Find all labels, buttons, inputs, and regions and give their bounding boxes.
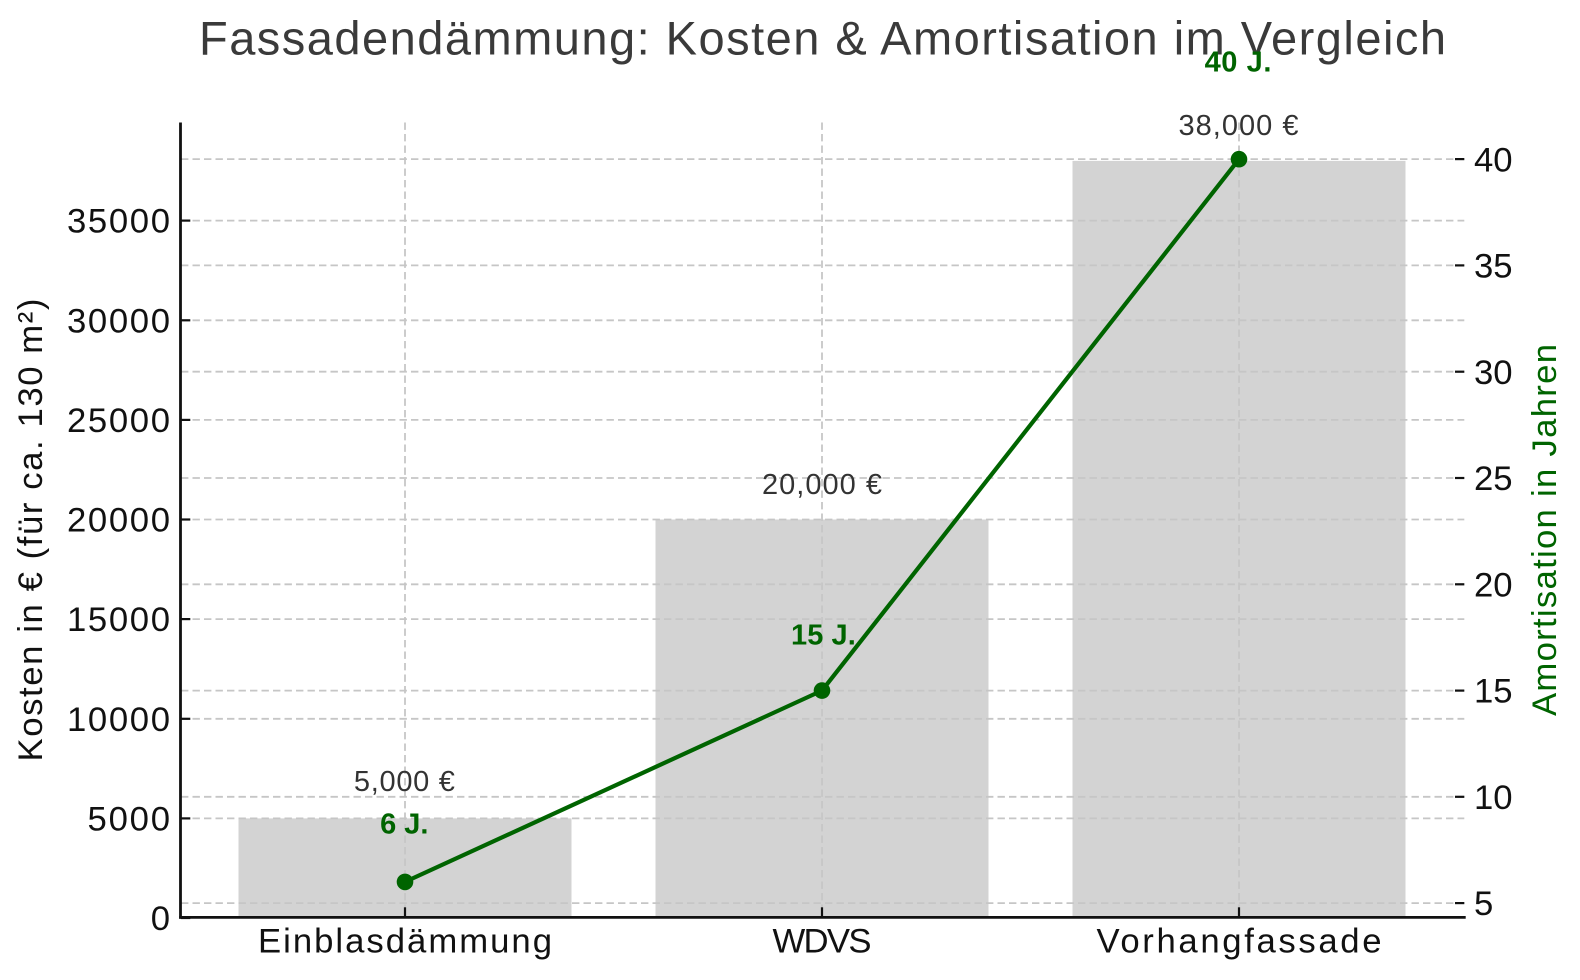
svg-text:15 J.: 15 J. bbox=[791, 619, 856, 651]
svg-text:Kosten in € (für ca. 130 m²): Kosten in € (für ca. 130 m²) bbox=[12, 299, 50, 762]
svg-text:20: 20 bbox=[1474, 566, 1513, 604]
svg-text:0: 0 bbox=[151, 900, 170, 938]
svg-text:38,000 €: 38,000 € bbox=[1179, 110, 1299, 142]
svg-text:35000: 35000 bbox=[67, 203, 170, 241]
svg-text:25000: 25000 bbox=[67, 402, 170, 440]
svg-text:20000: 20000 bbox=[67, 502, 170, 540]
svg-text:Fassadendämmung: Kosten & Amor: Fassadendämmung: Kosten & Amortisation i… bbox=[199, 11, 1446, 64]
svg-text:25: 25 bbox=[1474, 460, 1513, 498]
svg-text:10: 10 bbox=[1474, 779, 1513, 817]
svg-text:15: 15 bbox=[1474, 673, 1513, 711]
svg-text:Einblasdämmung: Einblasdämmung bbox=[258, 923, 552, 961]
svg-text:5,000 €: 5,000 € bbox=[354, 766, 455, 798]
svg-text:30: 30 bbox=[1474, 354, 1513, 392]
svg-text:5000: 5000 bbox=[88, 801, 171, 839]
svg-text:WDVS: WDVS bbox=[773, 923, 872, 961]
svg-text:6 J.: 6 J. bbox=[380, 809, 428, 841]
svg-text:15000: 15000 bbox=[67, 601, 170, 639]
svg-text:20,000 €: 20,000 € bbox=[762, 469, 882, 501]
svg-text:5: 5 bbox=[1474, 885, 1493, 923]
svg-text:30000: 30000 bbox=[67, 302, 170, 340]
svg-text:Vorhangfassade: Vorhangfassade bbox=[1097, 923, 1382, 961]
svg-text:Amortisation in Jahren: Amortisation in Jahren bbox=[1526, 344, 1564, 716]
svg-text:40 J.: 40 J. bbox=[1205, 46, 1272, 78]
svg-text:35: 35 bbox=[1474, 248, 1513, 286]
svg-text:40: 40 bbox=[1474, 141, 1513, 179]
svg-text:10000: 10000 bbox=[67, 701, 170, 739]
